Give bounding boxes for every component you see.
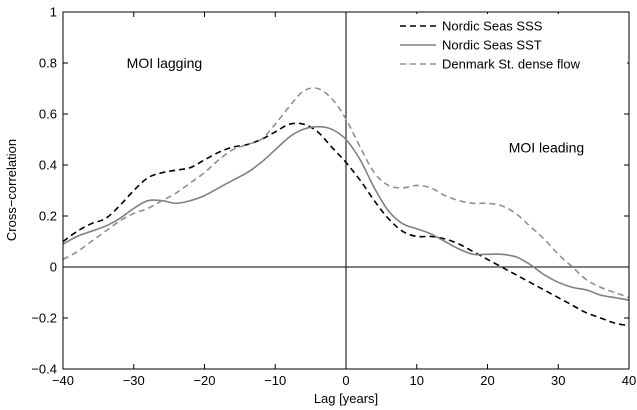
series-line-3 bbox=[63, 87, 629, 299]
y-axis-label: Cross−correlation bbox=[4, 139, 19, 241]
annotation-1: MOI lagging bbox=[127, 55, 202, 71]
y-tick-label: 1 bbox=[50, 5, 57, 20]
ticks: −40 −30 −20 −10 0 10 20 30 40 −0.4 −0.2 0 0.2 0.4 0.6 0… bbox=[31, 5, 636, 389]
y-tick-label: −0.4 bbox=[31, 362, 57, 377]
y-tick-label: 0.8 bbox=[39, 56, 57, 71]
legend-label-2: Nordic Seas SST bbox=[442, 38, 542, 53]
x-axis-label: Lag [years] bbox=[314, 391, 378, 406]
x-tick-label: 20 bbox=[480, 373, 494, 388]
y-tick-label: 0.4 bbox=[39, 158, 57, 173]
legend-label-3: Denmark St. dense flow bbox=[442, 57, 581, 72]
x-tick-label: 10 bbox=[410, 373, 424, 388]
series-layer bbox=[63, 87, 629, 327]
legend: Nordic Seas SSS Nordic Seas SST Denmark St… bbox=[392, 14, 627, 76]
y-tick-label: 0.2 bbox=[39, 209, 57, 224]
y-tick-label: −0.2 bbox=[31, 311, 57, 326]
x-tick-label: −10 bbox=[264, 373, 286, 388]
x-tick-label: 0 bbox=[342, 373, 349, 388]
legend-label-1: Nordic Seas SSS bbox=[442, 19, 543, 34]
y-tick-label: 0 bbox=[50, 260, 57, 275]
x-tick-label: −30 bbox=[123, 373, 145, 388]
series-line-1 bbox=[63, 122, 629, 327]
x-tick-label: 30 bbox=[551, 373, 565, 388]
y-tick-label: 0.6 bbox=[39, 107, 57, 122]
x-tick-label: 40 bbox=[622, 373, 636, 388]
series-line-2 bbox=[63, 125, 629, 301]
annotations: MOI lagging MOI leading bbox=[127, 55, 585, 155]
x-tick-label: −40 bbox=[52, 373, 74, 388]
annotation-2: MOI leading bbox=[509, 139, 584, 155]
x-tick-label: −20 bbox=[193, 373, 215, 388]
